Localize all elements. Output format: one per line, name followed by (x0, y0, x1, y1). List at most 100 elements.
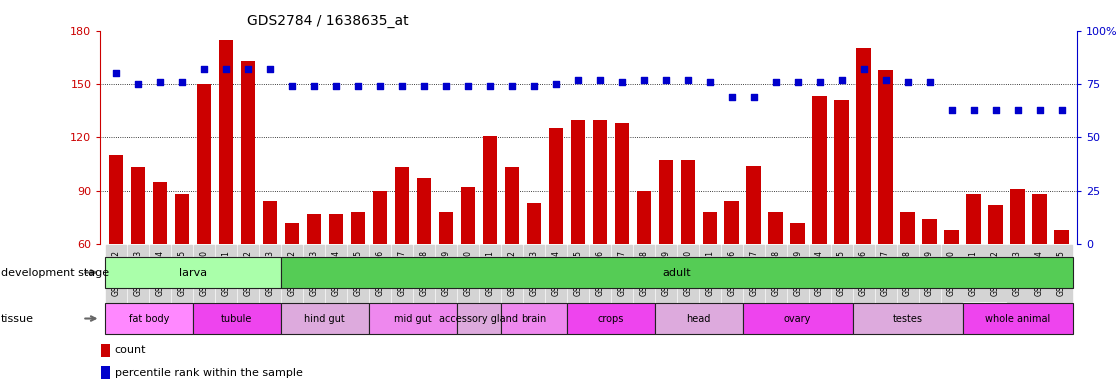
Bar (196, 84, 211, 244)
Point (590, 77, 608, 83)
Point (898, 79, 916, 85)
Bar (328, 214, 343, 244)
Point (1009, 106, 1027, 113)
Point (656, 77, 674, 83)
Bar (461, 187, 475, 244)
Text: development stage: development stage (1, 268, 109, 278)
Bar (636, 190, 651, 244)
FancyBboxPatch shape (281, 303, 368, 334)
Bar (923, 219, 936, 244)
Point (987, 106, 1004, 113)
FancyBboxPatch shape (281, 257, 1072, 288)
Bar (175, 194, 189, 244)
Bar (307, 214, 321, 244)
Text: mid gut: mid gut (394, 314, 432, 324)
Point (327, 83, 345, 89)
Bar (790, 223, 805, 244)
Bar (262, 201, 277, 244)
Bar (812, 96, 827, 244)
Point (503, 83, 521, 89)
Bar (944, 230, 959, 244)
Point (525, 83, 542, 89)
Point (855, 66, 873, 72)
Bar (681, 161, 695, 244)
Bar (285, 223, 299, 244)
Bar (835, 100, 849, 244)
Point (1052, 106, 1070, 113)
Bar (373, 190, 387, 244)
FancyBboxPatch shape (963, 303, 1072, 334)
Point (1030, 106, 1048, 113)
FancyBboxPatch shape (655, 303, 742, 334)
Bar (153, 182, 167, 244)
Text: crops: crops (597, 314, 624, 324)
Bar (482, 136, 497, 244)
Point (393, 83, 411, 89)
Point (547, 81, 565, 87)
FancyBboxPatch shape (853, 303, 963, 334)
Bar (439, 212, 453, 244)
Point (679, 77, 696, 83)
Bar (702, 212, 716, 244)
Bar (102, 344, 110, 357)
Text: tubule: tubule (221, 314, 252, 324)
Bar (615, 123, 628, 244)
Point (173, 79, 191, 85)
Point (195, 66, 213, 72)
Point (964, 106, 982, 113)
Text: percentile rank within the sample: percentile rank within the sample (115, 367, 302, 377)
Point (635, 77, 653, 83)
Point (217, 66, 234, 72)
Bar (724, 201, 739, 244)
Bar (350, 212, 365, 244)
Bar (1032, 194, 1047, 244)
Point (107, 70, 125, 76)
Bar (1010, 189, 1024, 244)
Bar (769, 212, 782, 244)
Point (767, 79, 785, 85)
Bar (395, 167, 408, 244)
Bar (747, 166, 761, 244)
Text: hind gut: hind gut (305, 314, 345, 324)
Text: fat body: fat body (128, 314, 169, 324)
Point (569, 77, 587, 83)
Text: tissue: tissue (1, 314, 35, 324)
FancyBboxPatch shape (567, 303, 655, 334)
Bar (102, 366, 110, 379)
Bar (219, 40, 233, 244)
Point (701, 79, 719, 85)
Point (613, 79, 631, 85)
Point (481, 83, 499, 89)
Text: adult: adult (663, 268, 691, 278)
Text: head: head (686, 314, 711, 324)
Point (810, 79, 828, 85)
Bar (989, 205, 1002, 244)
Bar (108, 155, 123, 244)
Point (877, 77, 895, 83)
Point (943, 106, 961, 113)
FancyBboxPatch shape (105, 257, 281, 288)
Point (789, 79, 807, 85)
Point (261, 66, 279, 72)
Text: larva: larva (179, 268, 206, 278)
Point (129, 81, 147, 87)
Point (415, 83, 433, 89)
Bar (416, 178, 431, 244)
Text: accessory gland: accessory gland (440, 314, 518, 324)
Bar (527, 203, 541, 244)
Point (459, 83, 477, 89)
Text: count: count (115, 346, 146, 356)
Text: ovary: ovary (783, 314, 811, 324)
Bar (570, 119, 585, 244)
FancyBboxPatch shape (368, 303, 456, 334)
Point (371, 83, 388, 89)
Bar (131, 167, 145, 244)
FancyBboxPatch shape (456, 303, 501, 334)
FancyBboxPatch shape (501, 303, 567, 334)
Bar (966, 194, 981, 244)
Bar (549, 128, 562, 244)
Point (723, 94, 741, 100)
Point (921, 79, 939, 85)
Bar (1055, 230, 1069, 244)
FancyBboxPatch shape (105, 303, 193, 334)
